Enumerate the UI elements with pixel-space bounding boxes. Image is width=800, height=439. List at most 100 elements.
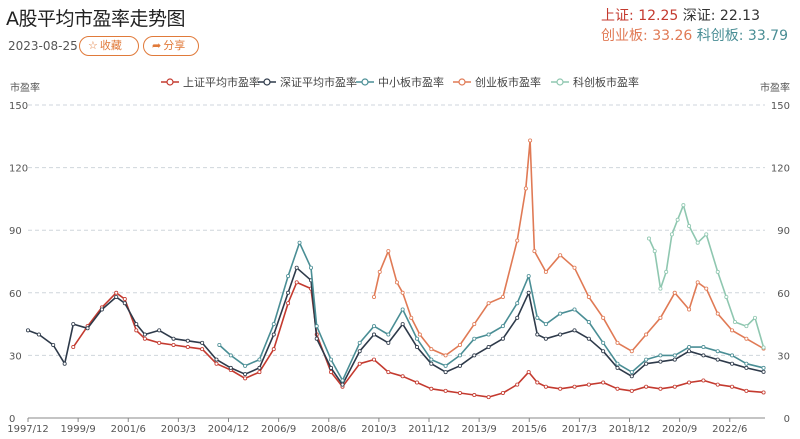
data-point xyxy=(615,386,620,391)
legend-swatch-marker xyxy=(166,78,174,86)
data-point xyxy=(257,365,262,370)
data-point xyxy=(340,378,345,383)
data-point xyxy=(417,332,422,337)
data-point xyxy=(214,361,219,366)
legend-entry: 中小板市盈率 xyxy=(378,75,444,89)
y-tick-label-left: 120 xyxy=(9,164,28,175)
data-point xyxy=(761,365,766,370)
data-point xyxy=(443,353,448,358)
data-point xyxy=(744,361,749,366)
data-point xyxy=(171,336,176,341)
data-point xyxy=(644,332,649,337)
data-point xyxy=(586,294,591,299)
data-point xyxy=(672,357,677,362)
data-point xyxy=(114,294,119,299)
y-axis-label-left: 市盈率 xyxy=(10,81,40,94)
series-line xyxy=(373,139,764,357)
x-tick-label: 2022/6 xyxy=(712,424,747,435)
data-point xyxy=(558,386,563,391)
data-point xyxy=(695,240,700,245)
data-point xyxy=(414,345,419,350)
data-point xyxy=(744,336,749,341)
data-point xyxy=(515,238,520,243)
data-point xyxy=(730,353,735,358)
data-point xyxy=(558,311,563,316)
data-point xyxy=(414,380,419,385)
data-point xyxy=(271,347,276,352)
data-point xyxy=(443,363,448,368)
favorite-button[interactable]: ☆ 收藏 xyxy=(79,36,139,56)
data-point xyxy=(62,361,67,366)
data-point xyxy=(687,349,692,354)
data-point xyxy=(157,328,162,333)
y-tick-label-left: 60 xyxy=(9,289,22,300)
data-point xyxy=(543,269,548,274)
data-point xyxy=(526,370,531,375)
sh-value: 12.25 xyxy=(638,8,679,24)
data-point xyxy=(71,345,76,350)
data-point xyxy=(681,203,686,208)
data-point xyxy=(715,349,720,354)
chart-axes: 0 0 30 30 60 60 90 90 120 120 150 150 1997/12 1999/9 2… xyxy=(7,101,790,435)
data-point xyxy=(515,315,520,320)
data-point xyxy=(486,332,491,337)
data-point xyxy=(730,384,735,389)
kcb-value: 33.79 xyxy=(747,28,788,44)
data-point xyxy=(752,315,757,320)
data-point xyxy=(51,342,56,347)
data-point xyxy=(171,342,176,347)
data-point xyxy=(658,359,663,364)
data-point xyxy=(122,301,127,306)
series-line xyxy=(72,281,764,398)
y-tick-label-left: 0 xyxy=(9,414,15,425)
data-point xyxy=(523,186,528,191)
data-point xyxy=(472,336,477,341)
data-point xyxy=(704,286,709,291)
legend-entry: 创业板市盈率 xyxy=(475,75,541,89)
data-point xyxy=(386,249,391,254)
data-point xyxy=(701,378,706,383)
data-point xyxy=(500,324,505,329)
data-point xyxy=(687,380,692,385)
chart-series xyxy=(25,138,766,400)
data-point xyxy=(457,363,462,368)
data-point xyxy=(644,361,649,366)
share-arrow-icon: ➦ xyxy=(152,39,162,52)
data-point xyxy=(715,311,720,316)
data-point xyxy=(257,370,262,375)
data-point xyxy=(228,353,233,358)
pe-summary: 上证: 12.25 深证: 22.13 创业板: 33.26 科创板: 33.7… xyxy=(601,6,788,46)
sh-label: 上证: xyxy=(601,8,634,24)
data-point xyxy=(652,249,657,254)
data-point xyxy=(472,393,477,398)
data-point xyxy=(761,390,766,395)
date-label: 2023-08-25 xyxy=(8,39,78,53)
data-point xyxy=(543,336,548,341)
data-point xyxy=(744,388,749,393)
share-button[interactable]: ➦ 分享 xyxy=(143,36,199,56)
data-point xyxy=(687,224,692,229)
x-tick-label: 2017/3 xyxy=(562,424,597,435)
data-point xyxy=(243,376,248,381)
data-point xyxy=(386,340,391,345)
data-point xyxy=(532,249,537,254)
data-point xyxy=(695,280,700,285)
x-tick-label: 2020/9 xyxy=(662,424,697,435)
data-point xyxy=(528,138,533,143)
data-point xyxy=(658,315,663,320)
data-point xyxy=(732,320,737,325)
data-point xyxy=(724,294,729,299)
y-tick-label-left: 90 xyxy=(9,226,22,237)
data-point xyxy=(314,336,319,341)
data-point xyxy=(372,357,377,362)
data-point xyxy=(646,236,651,241)
y-tick-label-right: 0 xyxy=(784,414,790,425)
x-tick-label: 2006/9 xyxy=(261,424,296,435)
data-point xyxy=(329,370,334,375)
data-point xyxy=(142,332,147,337)
data-point xyxy=(672,353,677,358)
data-point xyxy=(629,374,634,379)
x-tick-label: 2015/6 xyxy=(512,424,547,435)
data-point xyxy=(142,336,147,341)
